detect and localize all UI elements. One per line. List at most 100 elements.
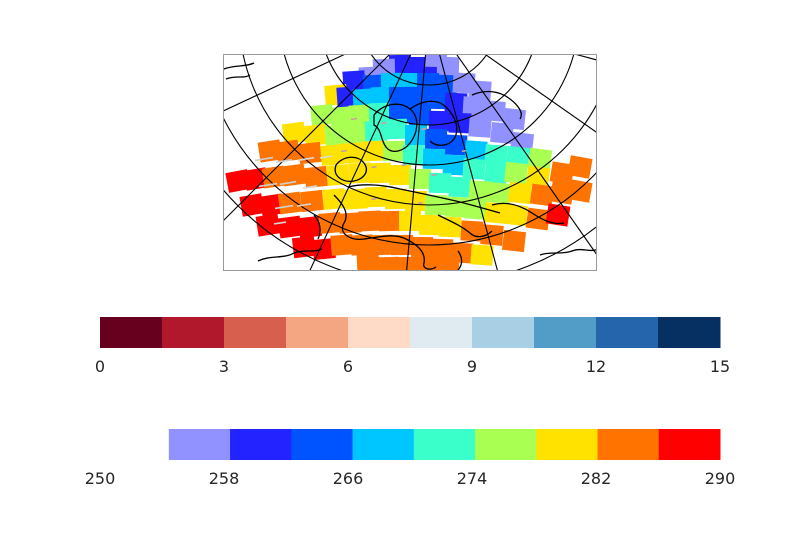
wind-vector (381, 121, 387, 125)
map-cell (358, 210, 382, 232)
wind-vector (431, 173, 437, 177)
wind-swatch-4 (348, 317, 411, 348)
map-cell (503, 203, 529, 227)
map-cell (370, 86, 394, 108)
map-cell (384, 118, 408, 140)
temperature-swatch-1 (230, 429, 292, 460)
temperature-tick-label: 266 (333, 469, 364, 488)
meridian-line (224, 55, 345, 112)
map-cell (418, 214, 442, 236)
wind-vector (274, 204, 294, 210)
temperature-swatch-2 (291, 429, 354, 460)
map-cell (484, 144, 508, 166)
map-cell (368, 162, 392, 184)
temperature-swatch-7 (597, 429, 660, 460)
map-cell (464, 140, 488, 162)
map-cell (464, 198, 488, 220)
map-cell (312, 237, 336, 261)
map-cell (376, 256, 400, 270)
coastline (373, 103, 418, 153)
wind-tick-label: 15 (710, 357, 730, 376)
map-cell (416, 256, 440, 270)
map-cell (450, 242, 474, 264)
coastline (405, 238, 437, 270)
map-cell (525, 165, 551, 189)
wind-swatch-1 (162, 317, 225, 348)
coastline (539, 248, 596, 256)
wind-swatch-8 (596, 317, 659, 348)
parallel-arc (242, 55, 596, 206)
wind-tick-label: 12 (586, 357, 606, 376)
map-cell (428, 172, 452, 194)
temperature-swatch-0 (168, 429, 231, 460)
coastline (224, 62, 255, 80)
wind-vector (340, 149, 348, 153)
map-cell (444, 92, 468, 114)
temperature-swatch-6 (536, 429, 599, 460)
coastline (409, 100, 458, 146)
wind-swatch-7 (534, 317, 597, 348)
map-cell (330, 106, 354, 128)
map-cell (428, 110, 452, 132)
wind-vector (350, 117, 358, 121)
map-cell (488, 182, 512, 204)
map-cell (299, 189, 325, 213)
map-cell (403, 145, 425, 165)
wind-vector (421, 127, 427, 131)
coastline (437, 214, 493, 238)
map-cell (501, 229, 527, 253)
map-cell (310, 103, 334, 127)
wind-vector (258, 182, 278, 188)
map-panel (223, 54, 597, 271)
map-cell (297, 215, 323, 239)
temperature-tick-label: 274 (457, 469, 488, 488)
wind-tick-label: 3 (219, 357, 229, 376)
map-cell (259, 193, 285, 217)
coastline (491, 202, 565, 225)
wind-vector (273, 221, 287, 225)
parallel-arc (224, 118, 596, 246)
temperature-tick-label: 290 (705, 469, 736, 488)
temperature-tick-label: 250 (85, 469, 116, 488)
map-cell (388, 102, 412, 124)
map-cell (468, 116, 492, 138)
map-cell (275, 139, 301, 163)
parallel-arc (370, 55, 488, 86)
wind-vector (296, 203, 312, 207)
wind-vector (302, 185, 318, 189)
map-cell (330, 234, 354, 256)
temperature-swatch-5 (475, 429, 537, 460)
map-cell (281, 163, 307, 187)
map-cell (398, 210, 422, 232)
map-cell (261, 165, 287, 189)
map-cell (444, 134, 468, 156)
wind-vector (297, 156, 315, 162)
map-cell (356, 252, 380, 270)
wind-vector (371, 197, 377, 201)
map-cell (324, 124, 348, 146)
wind-vector (319, 155, 333, 159)
coastline (347, 184, 501, 214)
temperature-tick-label: 258 (209, 469, 240, 488)
map-cell (442, 154, 466, 176)
colorbar-wind-tick-labels: 0 3 6 9 12 15 (95, 357, 730, 376)
map-cell (239, 193, 265, 217)
map-cell (567, 155, 593, 179)
wind-tick-label: 9 (467, 357, 477, 376)
map-cell (277, 215, 303, 239)
map-cell (281, 121, 307, 145)
map-cell (436, 258, 460, 270)
map-cell (304, 123, 328, 147)
map-cell (529, 183, 555, 207)
map-cell (396, 256, 420, 270)
wind-swatch-5 (410, 317, 473, 348)
coastline (333, 194, 407, 240)
parallel-arc (325, 55, 533, 126)
temperature-swatch-3 (352, 429, 415, 460)
wind-vector (254, 156, 274, 162)
wind-swatch-2 (224, 317, 287, 348)
temperature-tick-label: 282 (581, 469, 612, 488)
map-cell (384, 188, 408, 210)
europe-temperature-map (224, 55, 596, 270)
